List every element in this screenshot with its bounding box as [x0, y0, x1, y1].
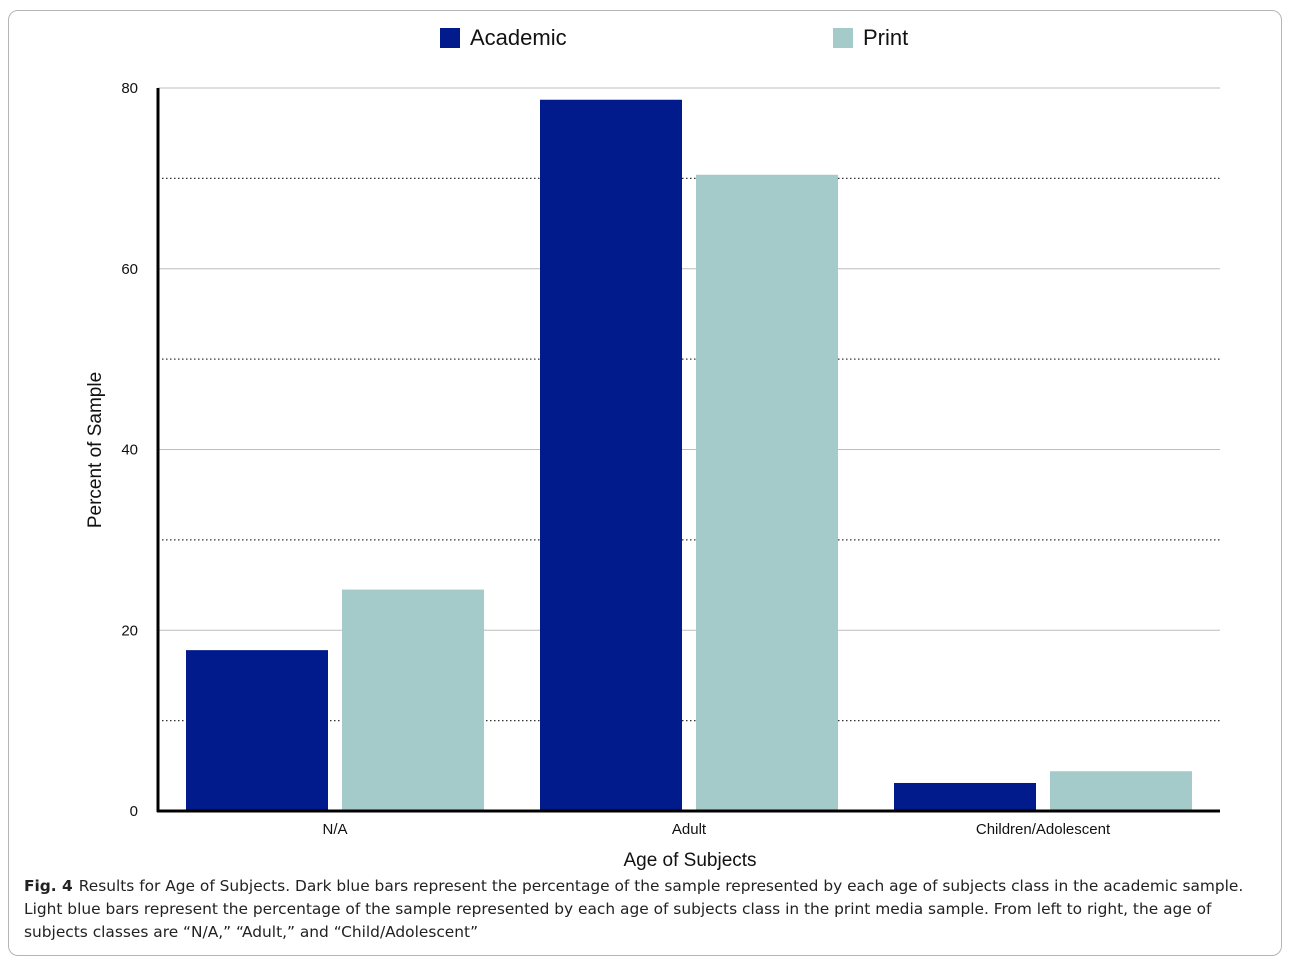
caption-text: Results for Age of Subjects. Dark blue b…: [24, 877, 1244, 941]
x-tick-label: Children/Adolescent: [976, 821, 1111, 838]
bar-academic-1: [540, 99, 682, 811]
bar-print-2: [1050, 771, 1192, 811]
x-tick-label: N/A: [322, 821, 347, 838]
tick-labels: 0 20 40 60 80 N/A Adult Children/Adolescent: [121, 80, 1111, 838]
y-tick-label: 0: [130, 803, 138, 820]
axes: [156, 88, 1220, 813]
bar-print-0: [342, 589, 484, 811]
legend-swatch-academic: [440, 28, 460, 48]
bar-print-1: [696, 174, 838, 811]
figure-frame: [8, 10, 1282, 956]
legend: Academic Print: [440, 25, 908, 50]
y-tick-label: 80: [121, 80, 138, 97]
legend-label-academic: Academic: [470, 25, 567, 50]
y-tick-label: 40: [121, 442, 138, 459]
x-tick-label: Adult: [672, 821, 707, 838]
legend-swatch-print: [833, 28, 853, 48]
bar-chart: 0 20 40 60 80 N/A Adult Children/Adolescent Aca…: [85, 25, 1220, 870]
y-tick-label: 60: [121, 261, 138, 278]
bar-academic-0: [186, 650, 328, 811]
y-tick-label: 20: [121, 622, 138, 639]
bar-academic-2: [894, 782, 1036, 811]
legend-label-print: Print: [863, 25, 908, 50]
figure-label: Fig. 4: [24, 877, 73, 895]
figure-caption: Fig. 4 Results for Age of Subjects. Dark …: [24, 875, 1264, 944]
bars: [186, 99, 1192, 811]
x-axis-title: Age of Subjects: [623, 850, 756, 870]
y-axis-title: Percent of Sample: [85, 372, 106, 528]
grid-lines: [158, 87, 1220, 722]
